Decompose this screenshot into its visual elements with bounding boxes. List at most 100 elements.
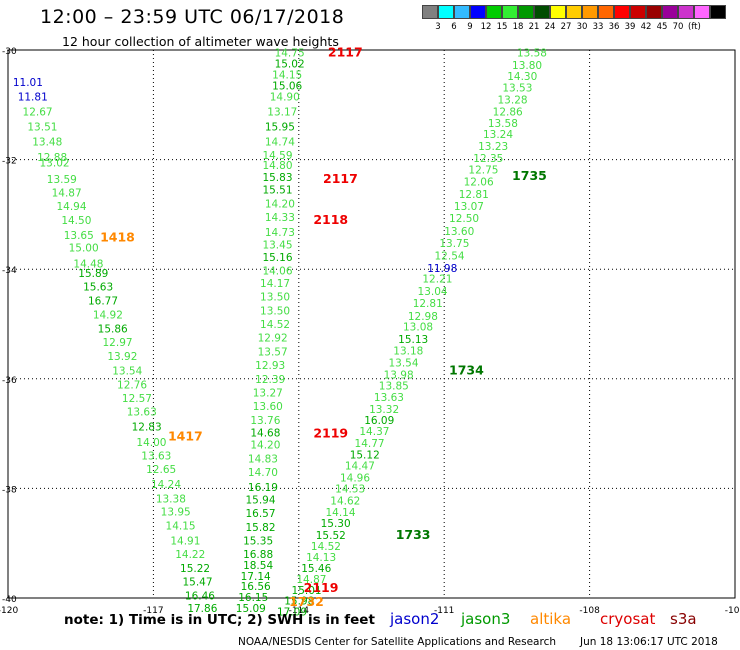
data-point-label: 12.93 [255, 360, 285, 372]
data-point-label: 14.17 [260, 278, 290, 290]
chart-title: 12:00 – 23:59 UTC 06/17/2018 [40, 6, 345, 28]
scale-swatch [694, 5, 710, 19]
scale-swatch [710, 5, 726, 19]
data-point-label: 11.81 [18, 92, 48, 104]
scale-label: 9 [467, 22, 473, 32]
data-point-label: 15.22 [180, 563, 210, 575]
scale-swatch [646, 5, 662, 19]
data-point-label: 14.77 [355, 438, 385, 450]
data-point-label: 13.54 [112, 366, 142, 378]
y-tick-label: -40 [2, 595, 17, 605]
data-point-label: 14.14 [325, 507, 355, 519]
data-point-label: 14.06 [262, 265, 292, 277]
data-point-label: 14.00 [136, 437, 166, 449]
data-point-label: 13.04 [418, 286, 448, 298]
scale-label: 21 [528, 22, 540, 32]
data-point-label: 13.59 [47, 174, 77, 186]
credit-text: NOAA/NESDIS Center for Satellite Applica… [238, 636, 556, 648]
data-point-label: 16.77 [88, 295, 118, 307]
scale-swatch [678, 5, 694, 19]
data-point-label: 14.15 [166, 521, 196, 533]
pass-time-label: 1417 [168, 428, 203, 443]
plot-note: note: 1) Time is in UTC; 2) SWH is in fe… [64, 612, 375, 628]
data-point-label: 15.94 [245, 494, 275, 506]
data-point-label: 14.83 [248, 453, 278, 465]
y-tick-label: -32 [2, 157, 17, 167]
data-point-label: 17.09 [277, 607, 307, 619]
data-point-label: 13.60 [444, 226, 474, 238]
pass-time-label: 1732 [289, 594, 324, 609]
legend-s3a: s3a [670, 610, 697, 628]
scale-swatch [438, 5, 454, 19]
data-point-label: 14.87 [52, 187, 82, 199]
data-point-label: 12.86 [493, 106, 523, 118]
data-point-label: 13.32 [369, 404, 399, 416]
scale-label: 45 [656, 22, 668, 32]
legend-altika: altika [530, 610, 572, 628]
data-point-label: 15.30 [321, 518, 351, 530]
data-point-label: 14.20 [265, 198, 295, 210]
y-tick-label: -36 [2, 376, 17, 386]
data-point-label: 14.52 [260, 319, 290, 331]
data-point-label: 15.86 [98, 323, 128, 335]
data-point-label: 13.08 [403, 322, 433, 334]
data-point-label: 13.76 [250, 415, 280, 427]
data-point-label: 12.54 [435, 251, 465, 263]
satellite-legend: jason2 jason3 altika cryosat s3a [0, 610, 740, 632]
legend-jason2: jason2 [390, 610, 440, 628]
data-point-label: 12.35 [473, 153, 503, 165]
data-point-label: 16.57 [245, 508, 275, 520]
data-point-label: 13.58 [488, 118, 518, 130]
scale-label: 18 [512, 22, 524, 32]
scale-label: 6 [451, 22, 457, 32]
scale-label: 30 [576, 22, 588, 32]
data-point-label: 12.06 [464, 177, 494, 189]
scale-label: 24 [544, 22, 556, 32]
data-point-label: 13.53 [502, 82, 532, 94]
data-point-label: 16.56 [241, 581, 271, 593]
data-point-label: 14.68 [250, 428, 280, 440]
data-point-label: 13.51 [27, 122, 57, 134]
data-point-label: 15.89 [78, 268, 108, 280]
x-tick-label: -114 [289, 606, 310, 616]
data-point-label: 14.24 [151, 479, 181, 491]
data-point-label: 14.13 [306, 552, 336, 564]
data-point-label: 13.02 [40, 157, 70, 169]
data-point-label: 16.88 [243, 549, 273, 561]
data-point-label: 12.39 [255, 374, 285, 386]
data-point-label: 13.92 [107, 351, 137, 363]
data-point-label: 15.02 [275, 59, 305, 71]
scale-label: 12 [480, 22, 492, 32]
data-point-label: 15.83 [262, 172, 292, 184]
data-point-label: 15.82 [245, 522, 275, 534]
data-point-label: 12.97 [103, 337, 133, 349]
legend-jason3: jason3 [461, 610, 511, 628]
data-point-label: 13.45 [262, 240, 292, 252]
data-point-label: 15.09 [236, 603, 266, 615]
data-point-label: 14.50 [61, 215, 91, 227]
x-tick-label: -120 [0, 606, 18, 616]
data-point-label: 11.98 [427, 263, 457, 275]
data-point-label: 13.07 [454, 201, 484, 213]
data-point-label: 14.74 [265, 137, 295, 149]
data-point-label: 15.47 [182, 577, 212, 589]
data-point-label: 14.37 [359, 426, 389, 438]
data-point-label: 15.06 [272, 81, 302, 93]
scale-label: 39 [624, 22, 636, 32]
data-point-label: 12.75 [468, 164, 498, 176]
data-point-label: 14.30 [507, 71, 537, 83]
data-point-label: 15.00 [69, 242, 99, 254]
y-tick-label: -34 [2, 266, 17, 276]
scale-swatch [598, 5, 614, 19]
scale-swatch [566, 5, 582, 19]
scale-swatch [486, 5, 502, 19]
data-point-label: 17.14 [241, 571, 271, 583]
data-point-label: 14.15 [272, 70, 302, 82]
scale-label: 3 [435, 22, 441, 32]
scale-unit: (ft) [688, 22, 701, 32]
data-point-label: 12.81 [413, 298, 443, 310]
data-point-label: 12.21 [422, 274, 452, 286]
data-point-label: 14.75 [275, 48, 305, 60]
data-point-label: 14.91 [170, 535, 200, 547]
